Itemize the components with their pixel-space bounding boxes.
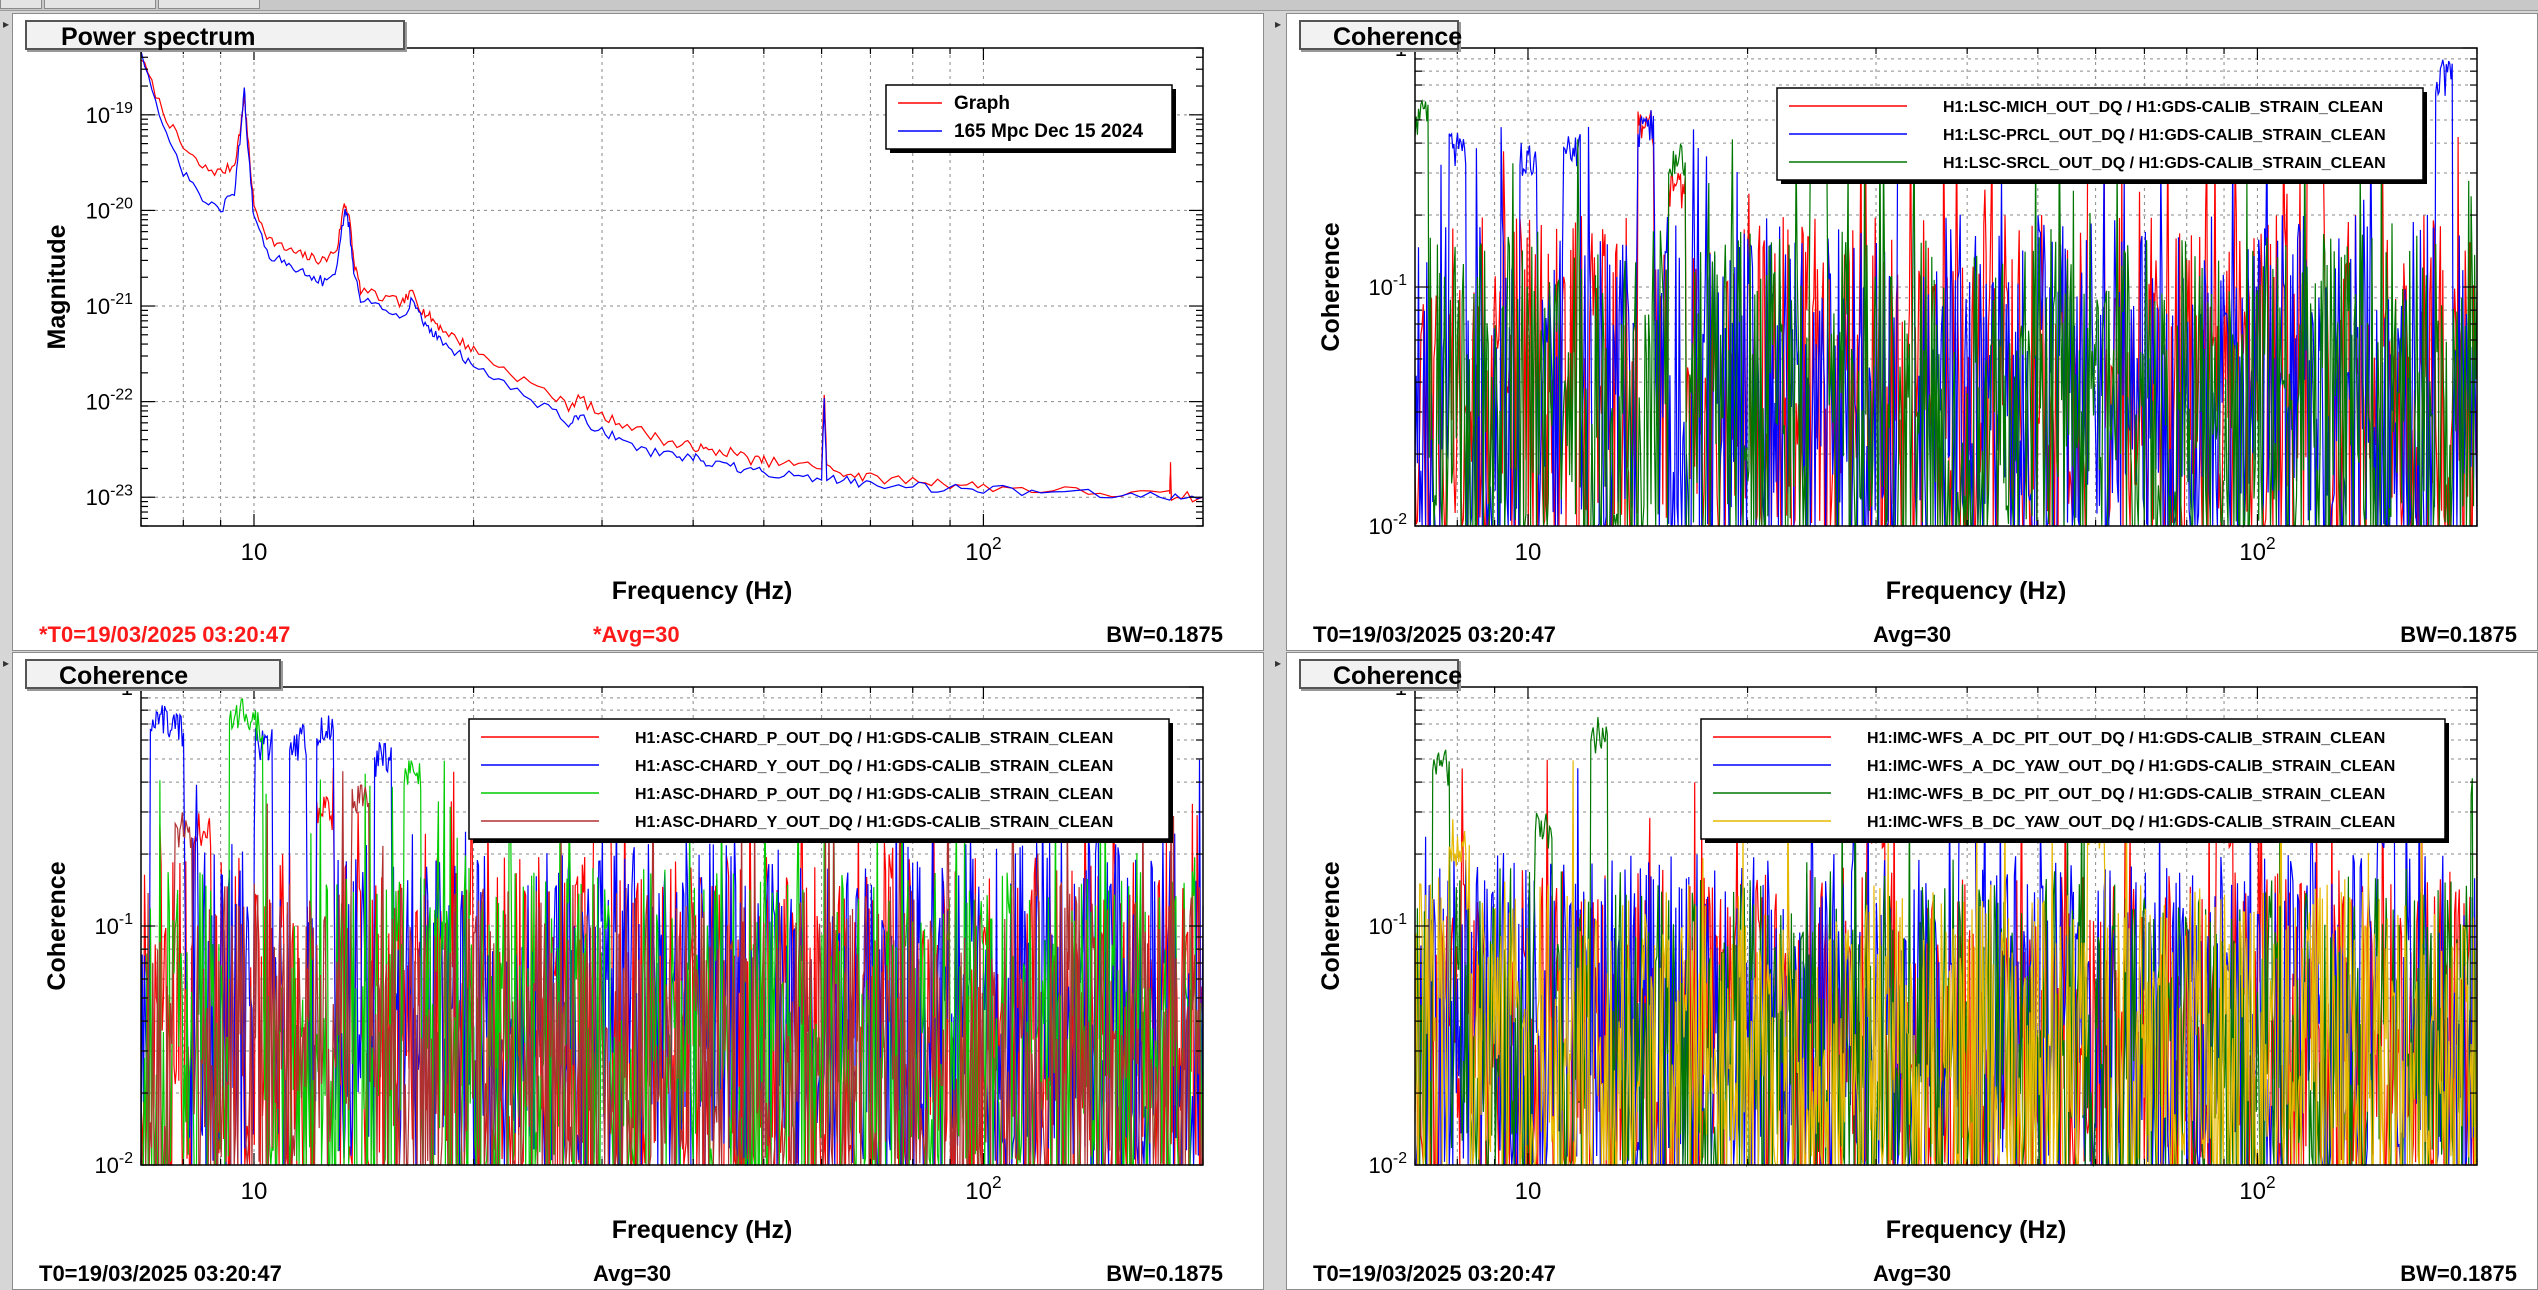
y-tick-label: 10-1 (1368, 911, 1407, 939)
y-axis-title: Magnitude (43, 224, 71, 349)
x-tick-label: 10 (241, 539, 268, 566)
legend-entry: H1:ASC-DHARD_P_OUT_DQ / H1:GDS-CALIB_STR… (635, 786, 1113, 803)
legend-entry: H1:ASC-CHARD_P_OUT_DQ / H1:GDS-CALIB_STR… (635, 730, 1113, 747)
top-tab-strip (0, 0, 2538, 11)
footer-bw: BW=0.1875 (2400, 622, 2517, 647)
legend (885, 84, 1173, 150)
legend-entry: H1:LSC-PRCL_OUT_DQ / H1:GDS-CALIB_STRAIN… (1943, 127, 2386, 144)
pane-handle-icon[interactable]: ▸ (2, 656, 10, 670)
footer-avg: Avg=30 (1873, 1261, 1952, 1286)
x-tick-label: 102 (2239, 1172, 2275, 1205)
legend-entry: H1:IMC-WFS_A_DC_PIT_OUT_DQ / H1:GDS-CALI… (1867, 730, 2385, 747)
x-tick-label: 10 (1515, 539, 1542, 566)
axis-ticks (1414, 686, 2478, 1166)
footer-avg: Avg=30 (593, 1261, 672, 1286)
pane-handle-icon[interactable]: ▸ (2, 17, 10, 31)
x-tick-label: 102 (965, 533, 1001, 566)
x-tick-label: 102 (2239, 533, 2275, 566)
axis-ticks (140, 686, 1204, 1166)
x-axis-title: Frequency (Hz) (1886, 577, 2067, 605)
x-axis-title: Frequency (Hz) (612, 577, 793, 605)
legend-entry: H1:ASC-DHARD_Y_OUT_DQ / H1:GDS-CALIB_STR… (635, 814, 1113, 831)
y-tick-label: 10-2 (1368, 1150, 1407, 1178)
footer-bw: BW=0.1875 (1106, 622, 1223, 647)
y-tick-label: 10-21 (86, 291, 134, 319)
tab-stub[interactable] (0, 0, 42, 9)
y-tick-label: 10-19 (86, 100, 134, 128)
y-tick-label: 10-20 (86, 196, 134, 224)
panel-title: Coherence (25, 659, 281, 690)
y-axis-title: Coherence (1317, 861, 1345, 990)
y-axis-title: Coherence (1317, 222, 1345, 351)
legend (468, 718, 1170, 840)
panel-title: Coherence (1299, 20, 1462, 51)
x-tick-label: 10 (1515, 1178, 1542, 1205)
tab-stub[interactable] (158, 0, 260, 9)
legend-entry: 165 Mpc Dec 15 2024 (954, 121, 1144, 142)
legend-entry: H1:ASC-CHARD_Y_OUT_DQ / H1:GDS-CALIB_STR… (635, 758, 1113, 775)
x-tick-label: 10 (241, 1178, 268, 1205)
legend-entry: H1:IMC-WFS_B_DC_YAW_OUT_DQ / H1:GDS-CALI… (1867, 814, 2395, 831)
legend-entry: H1:LSC-SRCL_OUT_DQ / H1:GDS-CALIB_STRAIN… (1943, 155, 2386, 172)
y-tick-label: 10-23 (86, 482, 134, 510)
panel-power-spectrum: 10 102 10-23 10-22 10-21 10-20 10-19 Frequency … (12, 13, 1264, 651)
pane-handle-icon[interactable]: ▸ (1274, 17, 1282, 31)
pane-handle-icon[interactable]: ▸ (1274, 656, 1282, 670)
x-axis-title: Frequency (Hz) (1886, 1216, 2067, 1244)
y-tick-label: 10-22 (86, 387, 133, 415)
legend-entry: H1:LSC-MICH_OUT_DQ / H1:GDS-CALIB_STRAIN… (1943, 99, 2383, 116)
legend (1700, 718, 2446, 840)
series-line-2 (1414, 717, 2477, 1168)
y-tick-label: 10-2 (94, 1150, 133, 1178)
y-axis-title: Coherence (43, 861, 71, 990)
y-tick-label: 10-1 (1368, 272, 1407, 300)
x-tick-label: 102 (965, 1172, 1001, 1205)
footer-t0: *T0=19/03/2025 03:20:47 (39, 622, 291, 647)
x-axis-title: Frequency (Hz) (612, 1216, 793, 1244)
legend-entry: Graph (954, 93, 1010, 114)
series-line-0 (140, 59, 1204, 503)
tab-stub[interactable] (44, 0, 156, 9)
footer-t0: T0=19/03/2025 03:20:47 (39, 1261, 282, 1286)
footer-t0: T0=19/03/2025 03:20:47 (1313, 1261, 1556, 1286)
panel-title: Coherence (1299, 659, 1462, 690)
panel-title: Power spectrum (25, 20, 405, 51)
footer-bw: BW=0.1875 (1106, 1261, 1223, 1286)
legend-entry: H1:IMC-WFS_A_DC_YAW_OUT_DQ / H1:GDS-CALI… (1867, 758, 2395, 775)
footer-avg: Avg=30 (1873, 622, 1952, 647)
series-line-1 (140, 50, 1204, 501)
y-tick-label: 10-1 (94, 911, 133, 939)
footer-bw: BW=0.1875 (2400, 1261, 2517, 1286)
y-tick-label: 10-2 (1368, 511, 1407, 539)
footer-avg: *Avg=30 (593, 622, 680, 647)
footer-t0: T0=19/03/2025 03:20:47 (1313, 622, 1556, 647)
legend-entry: H1:IMC-WFS_B_DC_PIT_OUT_DQ / H1:GDS-CALI… (1867, 786, 2385, 803)
chart-svg: 10 102 10-23 10-22 10-21 10-20 10-19 Frequency … (43, 47, 1204, 605)
